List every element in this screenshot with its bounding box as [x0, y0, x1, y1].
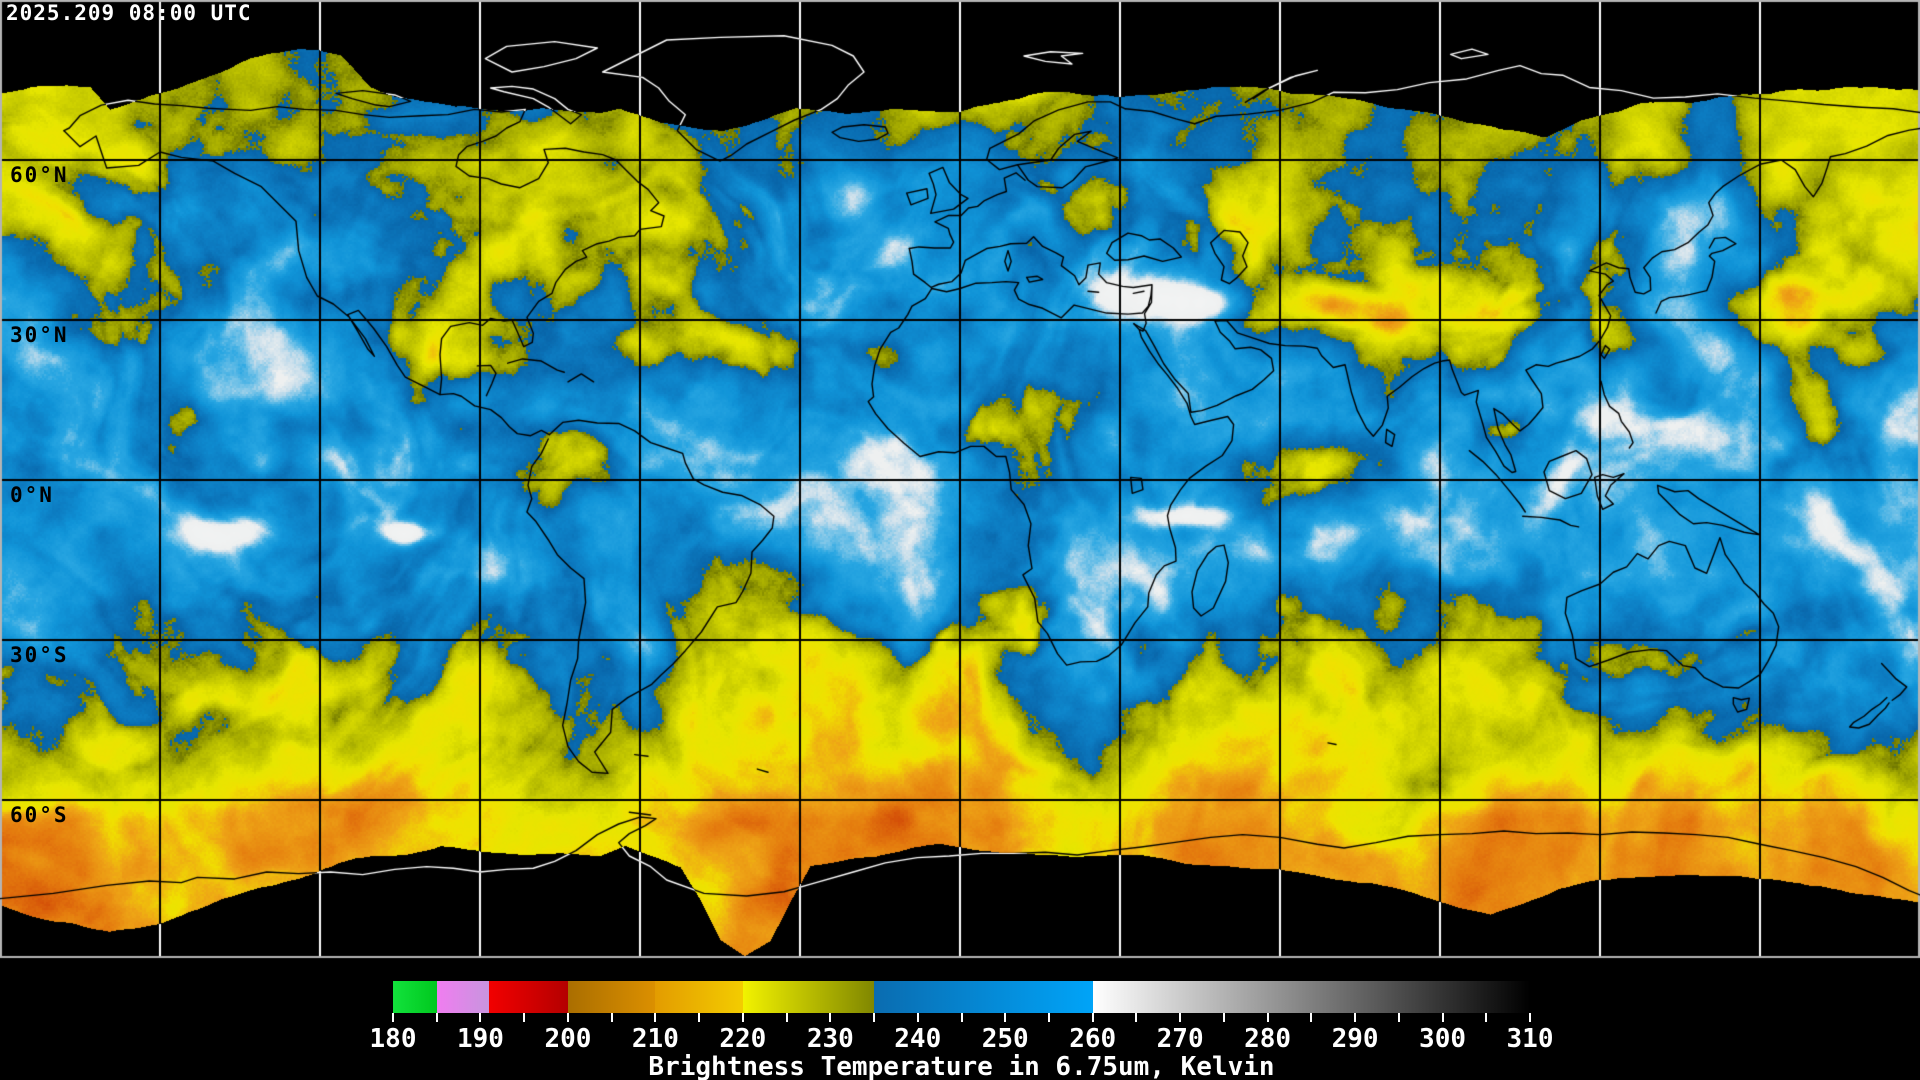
latitude-label: 60°N — [10, 163, 69, 187]
colorbar-tick — [1485, 1013, 1488, 1022]
colorbar-tick — [785, 1013, 788, 1022]
colorbar-tick-label: 250 — [981, 1024, 1029, 1054]
colorbar-tick-label: 280 — [1244, 1024, 1292, 1054]
colorbar-tick — [566, 1013, 569, 1022]
colorbar-segment — [874, 981, 1094, 1013]
colorbar-segment — [655, 981, 744, 1013]
colorbar-tick — [873, 1013, 876, 1022]
colorbar-tick — [392, 1013, 394, 1022]
colorbar-tick — [654, 1013, 657, 1022]
colorbar-tick-label: 290 — [1331, 1024, 1379, 1054]
colorbar-tick — [1135, 1013, 1138, 1022]
colorbar-tick-label: 260 — [1069, 1024, 1117, 1054]
colorbar-tick — [960, 1013, 963, 1022]
colorbar-tick — [829, 1013, 832, 1022]
colorbar-tick-label: 210 — [631, 1024, 679, 1054]
colorbar-tick — [1441, 1013, 1444, 1022]
colorbar-segment — [742, 981, 875, 1013]
latitude-label: 30°N — [10, 323, 69, 347]
colorbar-tick-label: 240 — [894, 1024, 942, 1054]
colorbar — [393, 981, 1530, 1013]
colorbar-tick — [1397, 1013, 1400, 1022]
satellite-map-canvas — [0, 0, 1920, 960]
colorbar-segment — [567, 981, 656, 1013]
colorbar-tick-label: 200 — [544, 1024, 592, 1054]
colorbar-tick-label: 180 — [369, 1024, 417, 1054]
latitude-label: 60°S — [10, 803, 69, 827]
colorbar-tick — [435, 1013, 438, 1022]
colorbar-tick — [1004, 1013, 1007, 1022]
colorbar-tick-label: 190 — [456, 1024, 504, 1054]
colorbar-tick — [1091, 1013, 1094, 1022]
colorbar-tick — [1529, 1013, 1531, 1022]
colorbar-tick — [1179, 1013, 1182, 1022]
colorbar-segment — [436, 981, 490, 1013]
colorbar-tick — [1310, 1013, 1313, 1022]
colorbar-tick-label: 270 — [1156, 1024, 1204, 1054]
colorbar-caption: Brightness Temperature in 6.75um, Kelvin — [648, 1052, 1275, 1080]
colorbar-panel: 180 190 200 210 220 230 240 250 260 270 280 290 300 3… — [0, 960, 1920, 1080]
colorbar-tick-label: 230 — [806, 1024, 854, 1054]
colorbar-segment — [393, 981, 438, 1013]
colorbar-segment — [489, 981, 569, 1013]
colorbar-tick — [741, 1013, 744, 1022]
latitude-label: 0°N — [10, 483, 54, 507]
colorbar-segment — [1092, 981, 1530, 1013]
colorbar-tick — [1222, 1013, 1225, 1022]
colorbar-tick — [1354, 1013, 1357, 1022]
colorbar-tick — [1266, 1013, 1269, 1022]
colorbar-tick-label: 300 — [1419, 1024, 1467, 1054]
colorbar-tick — [1047, 1013, 1050, 1022]
colorbar-tick — [698, 1013, 701, 1022]
colorbar-tick-label: 220 — [719, 1024, 767, 1054]
colorbar-tick — [610, 1013, 613, 1022]
timestamp-label: 2025.209 08:00 UTC — [6, 1, 252, 25]
colorbar-tick — [479, 1013, 482, 1022]
colorbar-tick — [523, 1013, 526, 1022]
latitude-label: 30°S — [10, 643, 69, 667]
colorbar-tick-label: 310 — [1506, 1024, 1554, 1054]
colorbar-tick — [916, 1013, 919, 1022]
